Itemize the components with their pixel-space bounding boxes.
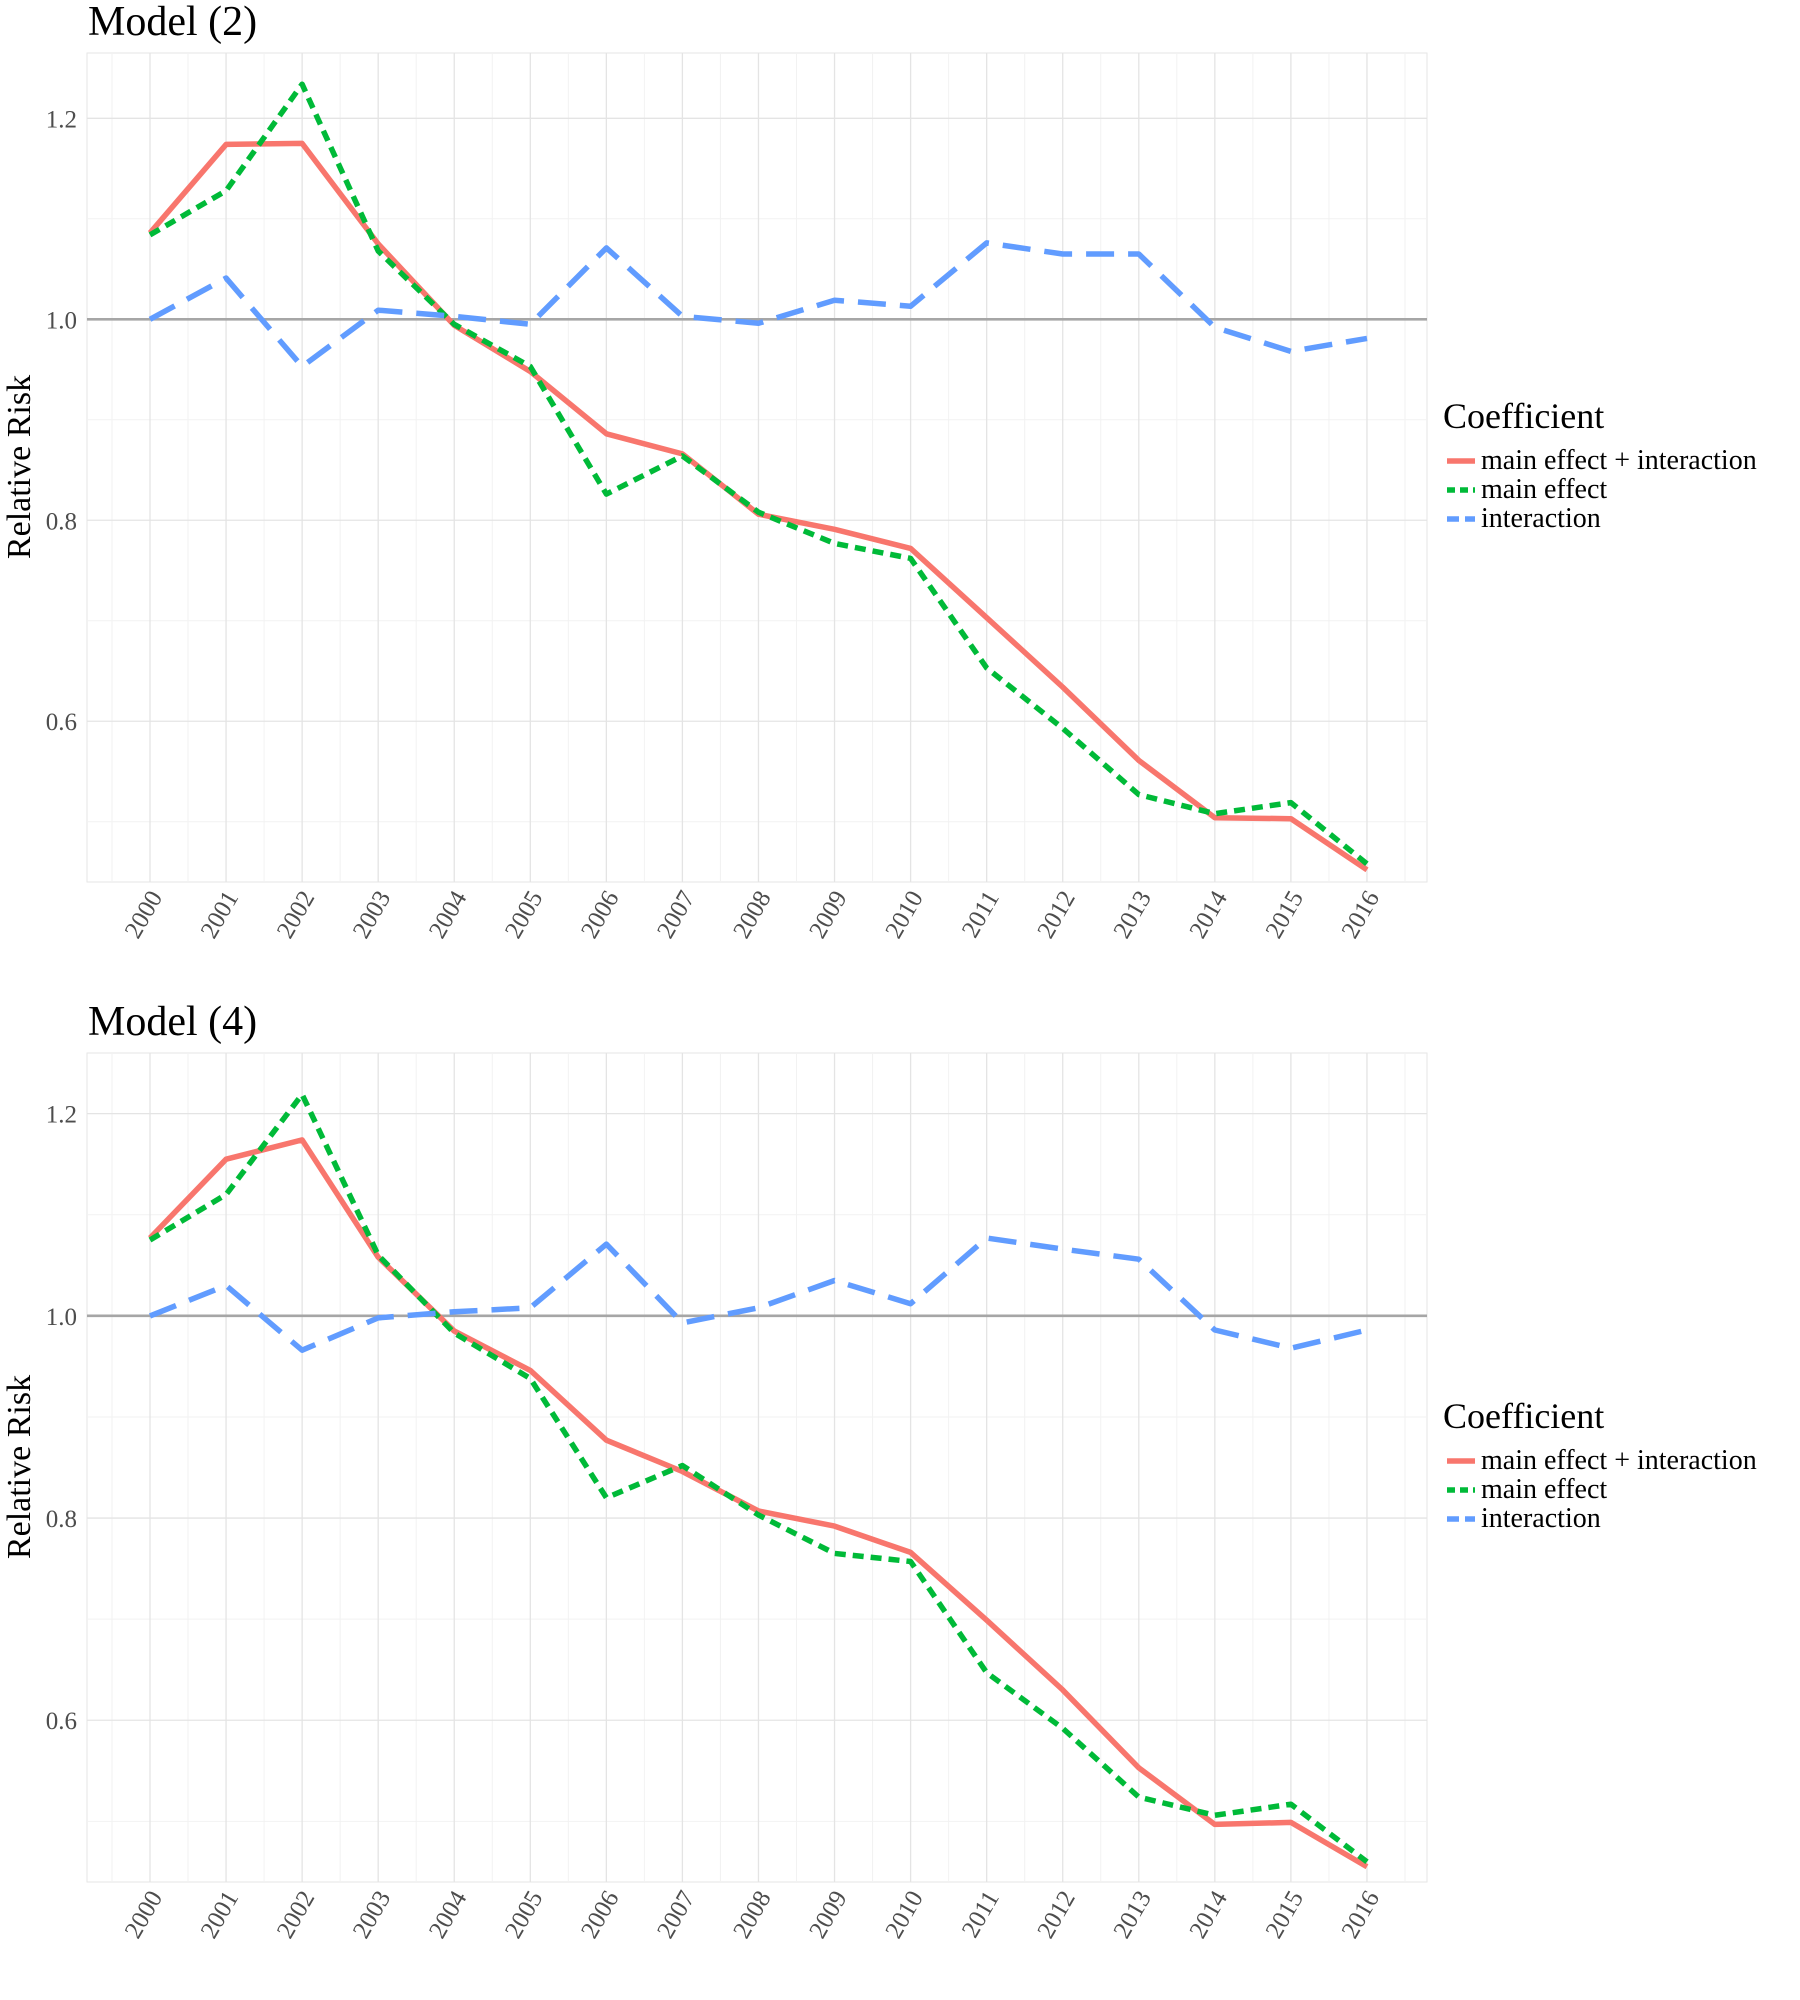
y-axis-label: Relative Risk (1, 1375, 38, 1559)
x-tick-label: 2011 (957, 886, 1005, 942)
y-axis-label: Relative Risk (1, 375, 38, 559)
x-tick-label: 2001 (196, 1886, 244, 1943)
chart-panel-model-4: 0.6 0.8 1.0 1.2 2000 2001 2002 2003 2004 2005 2006… (1, 1000, 1757, 1943)
legend-label: main effect (1481, 474, 1607, 505)
x-tick-label: 2004 (424, 1886, 473, 1943)
x-tick-label: 2000 (120, 1886, 168, 1943)
x-tick-label: 2000 (120, 886, 168, 943)
x-tick-label: 2011 (957, 1886, 1005, 1942)
y-tick-label: 0.6 (46, 1708, 77, 1735)
x-tick-label: 2016 (1337, 1886, 1385, 1943)
y-tick-label: 0.8 (46, 1506, 77, 1533)
x-tick-label: 2003 (348, 886, 396, 943)
x-tick-label: 2007 (652, 886, 700, 943)
y-tick-label: 0.8 (46, 508, 77, 535)
x-tick-label: 2012 (1032, 1886, 1080, 1943)
chart-title: Model (2) (88, 0, 257, 45)
x-tick-label: 2015 (1261, 1886, 1309, 1943)
legend-label: interaction (1481, 1503, 1601, 1534)
x-tick-label: 2012 (1032, 886, 1080, 943)
x-tick-label: 2006 (576, 1886, 624, 1943)
y-tick-label: 1.0 (46, 1304, 77, 1331)
legend-title: Coefficient (1443, 396, 1604, 436)
x-tick-label: 2010 (880, 886, 928, 943)
x-tick-label: 2008 (728, 1886, 776, 1943)
x-tick-label: 2010 (880, 1886, 928, 1943)
plot-area (86, 52, 1428, 883)
x-tick-label: 2002 (272, 1886, 320, 1943)
y-tick-label: 1.2 (46, 1102, 77, 1129)
x-tick-label: 2009 (804, 1886, 852, 1943)
y-tick-label: 0.6 (46, 709, 77, 736)
x-tick-label: 2009 (804, 886, 852, 943)
legend-label: main effect (1481, 1474, 1607, 1505)
x-tick-label: 2013 (1109, 1886, 1157, 1943)
x-tick-label: 2007 (652, 1886, 700, 1943)
x-tick-label: 2004 (424, 886, 473, 943)
plot-area (86, 1052, 1428, 1883)
x-tick-label: 2013 (1109, 886, 1157, 943)
x-tick-label: 2005 (500, 1886, 548, 1943)
x-tick-label: 2001 (196, 886, 244, 943)
x-tick-label: 2014 (1185, 886, 1234, 943)
series-line-interaction (148, 1235, 1368, 1353)
legend-label: main effect + interaction (1481, 445, 1757, 476)
chart-title: Model (4) (88, 1000, 257, 1045)
x-tick-label: 2015 (1261, 886, 1309, 943)
y-tick-label: 1.2 (46, 106, 77, 133)
legend-label: interaction (1481, 503, 1601, 534)
legend-title: Coefficient (1443, 1396, 1604, 1436)
y-tick-label: 1.0 (46, 307, 77, 334)
x-tick-label: 2016 (1337, 886, 1385, 943)
x-tick-label: 2006 (576, 886, 624, 943)
legend-label: main effect + interaction (1481, 1445, 1757, 1476)
x-tick-label: 2002 (272, 886, 320, 943)
chart-panel-model-2: 0.6 0.8 1.0 1.2 2000 2001 2002 2003 2004 2005 2006… (1, 0, 1757, 943)
x-tick-label: 2008 (728, 886, 776, 943)
x-tick-label: 2003 (348, 1886, 396, 1943)
x-tick-label: 2014 (1185, 1886, 1234, 1943)
x-tick-label: 2005 (500, 886, 548, 943)
